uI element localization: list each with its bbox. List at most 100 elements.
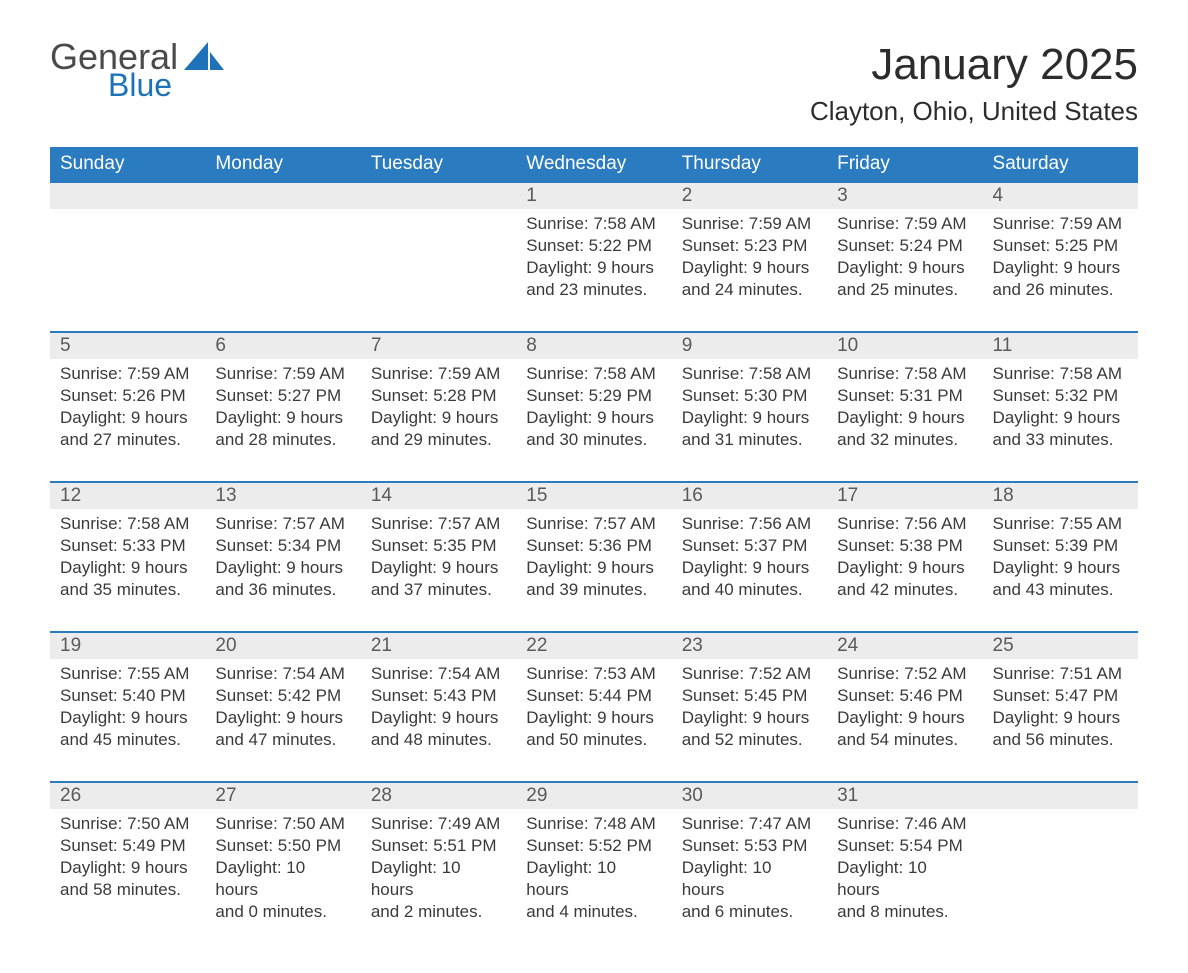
calendar-header: SundayMondayTuesdayWednesdayThursdayFrid… bbox=[50, 147, 1138, 181]
sunrise-line: Sunrise: 7:59 AM bbox=[837, 213, 972, 235]
daylight-line-1: Daylight: 10 hours bbox=[215, 857, 350, 901]
daylight-line-2: and 23 minutes. bbox=[526, 279, 661, 301]
calendar-day: 1Sunrise: 7:58 AMSunset: 5:22 PMDaylight… bbox=[516, 181, 671, 331]
day-data: Sunrise: 7:59 AMSunset: 5:26 PMDaylight:… bbox=[50, 359, 205, 461]
sunrise-line: Sunrise: 7:57 AM bbox=[526, 513, 661, 535]
sunset-line: Sunset: 5:25 PM bbox=[993, 235, 1128, 257]
calendar-day: 19Sunrise: 7:55 AMSunset: 5:40 PMDayligh… bbox=[50, 631, 205, 781]
calendar-day: 2Sunrise: 7:59 AMSunset: 5:23 PMDaylight… bbox=[672, 181, 827, 331]
daylight-line-1: Daylight: 9 hours bbox=[371, 407, 506, 429]
sunrise-line: Sunrise: 7:59 AM bbox=[993, 213, 1128, 235]
calendar-day: 3Sunrise: 7:59 AMSunset: 5:24 PMDaylight… bbox=[827, 181, 982, 331]
day-number: 22 bbox=[516, 633, 671, 659]
sunrise-line: Sunrise: 7:58 AM bbox=[682, 363, 817, 385]
calendar-day: 15Sunrise: 7:57 AMSunset: 5:36 PMDayligh… bbox=[516, 481, 671, 631]
day-number bbox=[205, 183, 360, 209]
day-data: Sunrise: 7:59 AMSunset: 5:27 PMDaylight:… bbox=[205, 359, 360, 461]
day-number: 19 bbox=[50, 633, 205, 659]
day-data: Sunrise: 7:48 AMSunset: 5:52 PMDaylight:… bbox=[516, 809, 671, 933]
weekday-header: Thursday bbox=[672, 147, 827, 181]
daylight-line-1: Daylight: 9 hours bbox=[682, 707, 817, 729]
day-data: Sunrise: 7:46 AMSunset: 5:54 PMDaylight:… bbox=[827, 809, 982, 933]
day-data: Sunrise: 7:53 AMSunset: 5:44 PMDaylight:… bbox=[516, 659, 671, 761]
sunset-line: Sunset: 5:32 PM bbox=[993, 385, 1128, 407]
day-number: 9 bbox=[672, 333, 827, 359]
day-number: 6 bbox=[205, 333, 360, 359]
day-data: Sunrise: 7:58 AMSunset: 5:33 PMDaylight:… bbox=[50, 509, 205, 611]
daylight-line-2: and 42 minutes. bbox=[837, 579, 972, 601]
daylight-line-2: and 26 minutes. bbox=[993, 279, 1128, 301]
day-data: Sunrise: 7:58 AMSunset: 5:32 PMDaylight:… bbox=[983, 359, 1138, 461]
daylight-line-1: Daylight: 9 hours bbox=[682, 257, 817, 279]
sunrise-line: Sunrise: 7:58 AM bbox=[526, 363, 661, 385]
calendar-day: 22Sunrise: 7:53 AMSunset: 5:44 PMDayligh… bbox=[516, 631, 671, 781]
calendar-day: 31Sunrise: 7:46 AMSunset: 5:54 PMDayligh… bbox=[827, 781, 982, 933]
daylight-line-1: Daylight: 9 hours bbox=[993, 257, 1128, 279]
day-number: 11 bbox=[983, 333, 1138, 359]
location-line: Clayton, Ohio, United States bbox=[810, 96, 1138, 127]
daylight-line-1: Daylight: 9 hours bbox=[837, 257, 972, 279]
calendar-day-blank bbox=[50, 181, 205, 331]
day-data: Sunrise: 7:59 AMSunset: 5:23 PMDaylight:… bbox=[672, 209, 827, 311]
calendar-day: 28Sunrise: 7:49 AMSunset: 5:51 PMDayligh… bbox=[361, 781, 516, 933]
daylight-line-1: Daylight: 9 hours bbox=[526, 557, 661, 579]
sunrise-line: Sunrise: 7:56 AM bbox=[682, 513, 817, 535]
calendar-day: 18Sunrise: 7:55 AMSunset: 5:39 PMDayligh… bbox=[983, 481, 1138, 631]
weekday-header: Tuesday bbox=[361, 147, 516, 181]
daylight-line-1: Daylight: 9 hours bbox=[837, 557, 972, 579]
daylight-line-1: Daylight: 9 hours bbox=[60, 407, 195, 429]
daylight-line-2: and 28 minutes. bbox=[215, 429, 350, 451]
day-data: Sunrise: 7:57 AMSunset: 5:35 PMDaylight:… bbox=[361, 509, 516, 611]
weekday-header: Sunday bbox=[50, 147, 205, 181]
day-data: Sunrise: 7:52 AMSunset: 5:46 PMDaylight:… bbox=[827, 659, 982, 761]
day-number: 29 bbox=[516, 783, 671, 809]
calendar-day: 6Sunrise: 7:59 AMSunset: 5:27 PMDaylight… bbox=[205, 331, 360, 481]
daylight-line-1: Daylight: 10 hours bbox=[526, 857, 661, 901]
title-block: January 2025 Clayton, Ohio, United State… bbox=[810, 40, 1138, 141]
day-number: 1 bbox=[516, 183, 671, 209]
sunrise-line: Sunrise: 7:51 AM bbox=[993, 663, 1128, 685]
calendar-body: 1Sunrise: 7:58 AMSunset: 5:22 PMDaylight… bbox=[50, 181, 1138, 933]
daylight-line-1: Daylight: 9 hours bbox=[993, 707, 1128, 729]
daylight-line-1: Daylight: 9 hours bbox=[215, 707, 350, 729]
daylight-line-2: and 45 minutes. bbox=[60, 729, 195, 751]
day-data: Sunrise: 7:58 AMSunset: 5:31 PMDaylight:… bbox=[827, 359, 982, 461]
sunset-line: Sunset: 5:46 PM bbox=[837, 685, 972, 707]
daylight-line-2: and 8 minutes. bbox=[837, 901, 972, 923]
daylight-line-1: Daylight: 9 hours bbox=[682, 557, 817, 579]
sunset-line: Sunset: 5:26 PM bbox=[60, 385, 195, 407]
daylight-line-1: Daylight: 9 hours bbox=[371, 557, 506, 579]
daylight-line-1: Daylight: 9 hours bbox=[215, 557, 350, 579]
calendar-table: SundayMondayTuesdayWednesdayThursdayFrid… bbox=[50, 147, 1138, 933]
calendar-day: 7Sunrise: 7:59 AMSunset: 5:28 PMDaylight… bbox=[361, 331, 516, 481]
daylight-line-1: Daylight: 9 hours bbox=[993, 557, 1128, 579]
sunset-line: Sunset: 5:39 PM bbox=[993, 535, 1128, 557]
day-data: Sunrise: 7:52 AMSunset: 5:45 PMDaylight:… bbox=[672, 659, 827, 761]
day-data: Sunrise: 7:54 AMSunset: 5:42 PMDaylight:… bbox=[205, 659, 360, 761]
weekday-header: Wednesday bbox=[516, 147, 671, 181]
day-number: 25 bbox=[983, 633, 1138, 659]
day-data: Sunrise: 7:47 AMSunset: 5:53 PMDaylight:… bbox=[672, 809, 827, 933]
day-number: 8 bbox=[516, 333, 671, 359]
sunset-line: Sunset: 5:50 PM bbox=[215, 835, 350, 857]
daylight-line-2: and 27 minutes. bbox=[60, 429, 195, 451]
sunset-line: Sunset: 5:23 PM bbox=[682, 235, 817, 257]
sunset-line: Sunset: 5:33 PM bbox=[60, 535, 195, 557]
day-number: 2 bbox=[672, 183, 827, 209]
sunrise-line: Sunrise: 7:57 AM bbox=[371, 513, 506, 535]
sunset-line: Sunset: 5:37 PM bbox=[682, 535, 817, 557]
sunrise-line: Sunrise: 7:52 AM bbox=[837, 663, 972, 685]
calendar-day: 11Sunrise: 7:58 AMSunset: 5:32 PMDayligh… bbox=[983, 331, 1138, 481]
daylight-line-2: and 48 minutes. bbox=[371, 729, 506, 751]
sunset-line: Sunset: 5:38 PM bbox=[837, 535, 972, 557]
day-number: 18 bbox=[983, 483, 1138, 509]
daylight-line-2: and 0 minutes. bbox=[215, 901, 350, 923]
calendar-day-blank bbox=[361, 181, 516, 331]
daylight-line-2: and 39 minutes. bbox=[526, 579, 661, 601]
calendar-week: 26Sunrise: 7:50 AMSunset: 5:49 PMDayligh… bbox=[50, 781, 1138, 933]
day-number: 14 bbox=[361, 483, 516, 509]
calendar-day: 4Sunrise: 7:59 AMSunset: 5:25 PMDaylight… bbox=[983, 181, 1138, 331]
daylight-line-1: Daylight: 9 hours bbox=[837, 407, 972, 429]
daylight-line-2: and 35 minutes. bbox=[60, 579, 195, 601]
calendar-day-blank bbox=[983, 781, 1138, 933]
